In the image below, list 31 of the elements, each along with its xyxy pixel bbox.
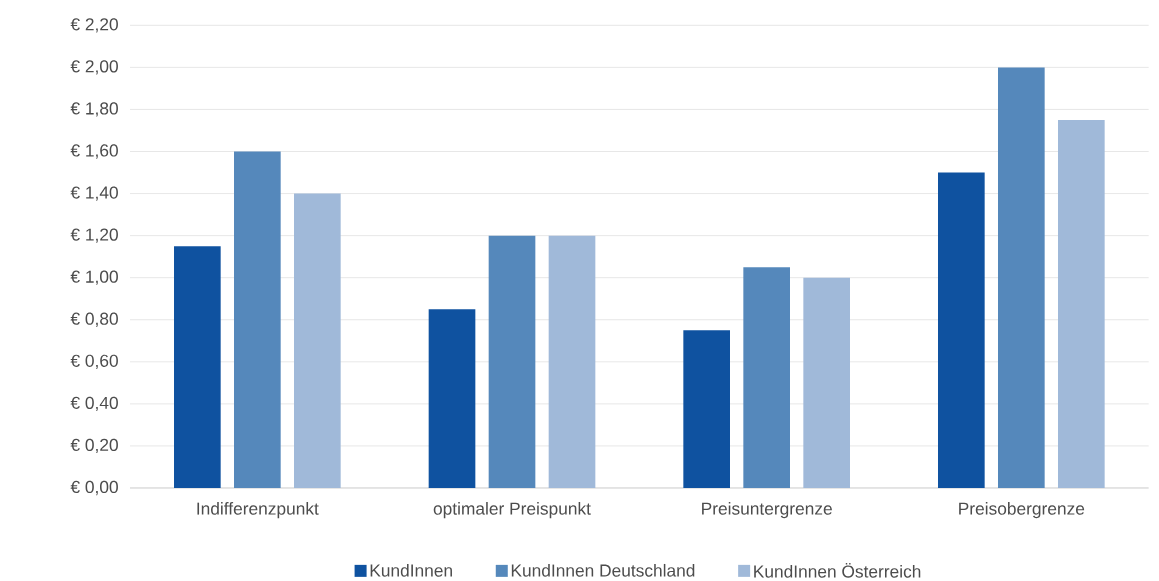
bar [548,235,596,488]
bar [234,151,281,488]
bar [803,277,850,488]
x-tick-label: optimaler Preispunkt [433,502,591,519]
bar [1058,119,1105,488]
x-tick-label: Preisobergrenze [959,502,1085,519]
bar [488,235,536,488]
y-tick-label: € 0,80 [70,312,118,327]
y-tick-label: € 0,00 [70,480,118,496]
legend-label: KundInnen [370,563,452,577]
legend-label: KundInnen Deutschland [511,563,695,577]
y-tick-label: € 1,80 [70,102,118,117]
bar [294,193,341,488]
bar [174,246,221,488]
bar [743,267,790,488]
bar [683,330,730,488]
x-tick-label: Preisuntergrenze [702,502,832,519]
y-tick-label: € 1,00 [70,270,118,285]
legend-label: KundInnen Österreich [754,562,921,578]
y-tick-label: € 1,20 [70,228,118,243]
y-tick-label: € 0,60 [70,354,118,369]
y-tick-label: € 0,20 [70,438,118,454]
bar [428,309,476,488]
y-tick-label: € 2,20 [70,18,118,33]
y-tick-label: € 1,40 [70,186,118,201]
y-tick-label: € 1,60 [70,144,118,159]
bar [938,172,985,488]
y-tick-label: € 0,40 [70,396,118,412]
x-tick-label: Indifferenzpunkt [197,502,319,519]
bar [998,67,1045,488]
y-tick-label: € 2,00 [70,60,118,75]
